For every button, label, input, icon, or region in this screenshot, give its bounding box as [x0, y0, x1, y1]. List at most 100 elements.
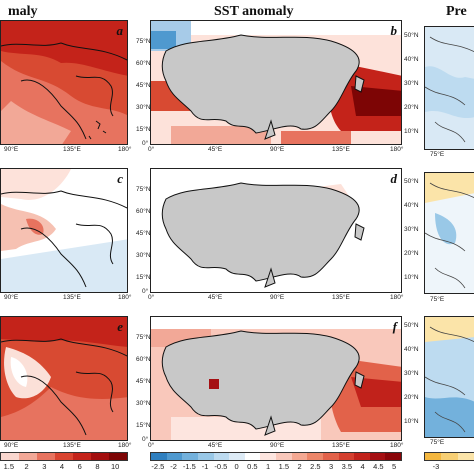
tick-lon-180-e: 180° — [118, 442, 132, 449]
colorbar-temperature-swatch — [55, 453, 73, 460]
colorbar-sst-tick-label: -2.5 — [151, 462, 165, 471]
tick-lon-135e-b: 135°E — [332, 146, 350, 153]
colorbar-sst-swatch — [197, 453, 214, 460]
tick-lon-135e-e: 135°E — [63, 442, 81, 449]
colorbar-sst-tick-label: -1 — [201, 462, 209, 471]
panel-precip-row2-map — [424, 172, 474, 294]
panel-precip-row3-map — [424, 316, 474, 438]
colorbar-temperature-tick-label: 2 — [24, 462, 29, 471]
colorbar-sst-swatch — [151, 453, 167, 460]
column-title-temperature: maly — [8, 4, 38, 19]
tick-lat-40n-r1: 40°N — [404, 56, 419, 63]
tick-lat-75n-f: 75°N — [136, 334, 151, 341]
colorbar-sst-tick-label: 5 — [392, 462, 397, 471]
tick-lat-10n-r2: 10°N — [404, 274, 419, 281]
tick-lat-40n-r2: 40°N — [404, 202, 419, 209]
tick-lat-30n-b: 30°N — [136, 104, 151, 111]
colorbar-sst-tick-label: 0 — [234, 462, 239, 471]
tick-lon-90e-a: 90°E — [4, 146, 19, 153]
panel-f-field — [151, 317, 401, 440]
colorbar-temperature-tick-label: 4 — [59, 462, 65, 471]
colorbar-sst-tick-label: 2.5 — [310, 462, 321, 471]
panel-d-field — [151, 169, 401, 292]
tick-lat-15n-f: 15°N — [136, 422, 151, 429]
panel-e-temperature-map: e — [0, 316, 128, 441]
tick-lat-75n-d: 75°N — [136, 186, 151, 193]
panel-c-field — [1, 169, 127, 292]
tick-lon-45e-f: 45°E — [208, 442, 223, 449]
colorbar-sst-tick-label: 2 — [297, 462, 302, 471]
colorbar-sst-tick-label: -2 — [170, 462, 177, 471]
tick-lon-90e-f: 90°E — [270, 442, 285, 449]
tick-lat-20n-r2: 20°N — [404, 250, 419, 257]
tick-lat-30n-d: 30°N — [136, 252, 151, 259]
panel-d-sst-map: d — [150, 168, 402, 293]
tick-lon-90e-c: 90°E — [4, 294, 19, 301]
tick-lat-75n-b: 75°N — [136, 38, 151, 45]
tick-lat-60n-b: 60°N — [136, 60, 151, 67]
panel-b-field — [151, 21, 401, 144]
panel-a-label: a — [116, 23, 124, 38]
colorbar-precip-swatch — [457, 453, 474, 460]
tick-lat-10n-r3: 10°N — [404, 418, 419, 425]
colorbar-precip-tick-label: -3 — [432, 462, 440, 471]
panel-b-label: b — [390, 23, 398, 38]
panel-a-field — [1, 21, 127, 144]
tick-lat-30n-r1: 30°N — [404, 80, 419, 87]
tick-lon-135e-d: 135°E — [332, 294, 350, 301]
tick-lat-40n-r3: 40°N — [404, 346, 419, 353]
tick-lon-75e-r2: 75°E — [430, 296, 445, 303]
tick-lon-75e-r3: 75°E — [430, 439, 445, 446]
colorbar-sst-tick-label: 4.5 — [373, 462, 384, 471]
tick-lat-50n-r1: 50°N — [404, 32, 419, 39]
colorbar-sst-tick-label: 4 — [360, 462, 365, 471]
colorbar-temperature-tick-label: 6 — [77, 462, 82, 471]
tick-lon-180-a: 180° — [118, 146, 132, 153]
tick-lon-0-f: 0° — [148, 442, 155, 449]
column-title-sst-anomaly: SST anomaly — [214, 4, 294, 19]
tick-lon-90e-e: 90°E — [4, 442, 19, 449]
column-title-precipitation: Pre — [446, 4, 467, 19]
tick-lon-45e-b: 45°E — [208, 146, 223, 153]
colorbar-sst-swatch — [229, 453, 245, 460]
tick-lat-60n-d: 60°N — [136, 208, 151, 215]
panel-f-label: f — [392, 319, 397, 334]
panel-precip-row2-field — [425, 173, 474, 293]
tick-lat-45n-d: 45°N — [136, 230, 151, 237]
colorbar-sst-swatch — [307, 453, 323, 460]
colorbar-sst-swatch — [369, 453, 386, 460]
panel-d-label: d — [390, 171, 398, 186]
panel-e-field — [1, 317, 127, 440]
colorbar-sst-swatch — [385, 453, 401, 460]
tick-lat-45n-f: 45°N — [136, 378, 151, 385]
colorbar-sst-anomaly — [150, 452, 402, 461]
panel-a-temperature-map: a — [0, 20, 128, 145]
panel-c-temperature-map: c — [0, 168, 128, 293]
tick-lon-75e-r1: 75°E — [430, 151, 445, 158]
colorbar-sst-swatch — [291, 453, 308, 460]
colorbar-temperature-tick-label: 1.5 — [3, 462, 15, 471]
colorbar-sst-swatch — [166, 453, 183, 460]
colorbar-temperature-swatch — [1, 453, 19, 460]
tick-lat-50n-r3: 50°N — [404, 322, 419, 329]
colorbar-temperature-swatch — [73, 453, 91, 460]
colorbar-sst-tick-label: 1.5 — [278, 462, 290, 471]
tick-lat-30n-r2: 30°N — [404, 226, 419, 233]
tick-lon-90e-b: 90°E — [270, 146, 285, 153]
colorbar-precipitation — [424, 452, 474, 461]
colorbar-precip-swatch — [425, 453, 442, 460]
tick-lat-50n-r2: 50°N — [404, 178, 419, 185]
colorbar-temperature-swatch — [37, 453, 55, 460]
tick-lat-20n-r1: 20°N — [404, 104, 419, 111]
colorbar-sst-swatch — [182, 453, 198, 460]
colorbar-temperature — [0, 452, 128, 461]
colorbar-sst-swatch — [213, 453, 230, 460]
colorbar-sst-tick-label: 1 — [266, 462, 271, 471]
colorbar-sst-tick-label: 3.5 — [341, 462, 353, 471]
colorbar-sst-tick-label: -0.5 — [214, 462, 228, 471]
tick-lon-0-b: 0° — [148, 146, 155, 153]
tick-lon-45e-d: 45°E — [208, 294, 223, 301]
colorbar-sst-swatch — [338, 453, 355, 460]
panel-c-label: c — [117, 171, 123, 186]
tick-lon-0-d: 0° — [148, 294, 155, 301]
